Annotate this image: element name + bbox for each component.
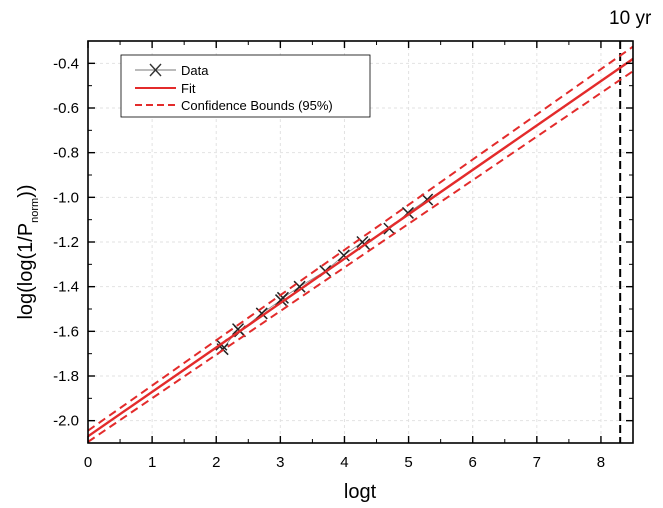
y-tick-label: -1.0 [53,189,79,206]
fit-line [87,57,634,438]
data-point [293,280,306,293]
x-tick-label: 3 [276,454,284,471]
y-axis-label-main: log(log(1/P [15,223,37,320]
chart-series [87,41,634,443]
axis-ticks: 0 1 2 3 4 5 6 7 8 -2.0 -1.8 -1.6 -1.4 -1.2 -1.0 -0.8 -0.… [53,40,633,471]
legend-item-fit: Fit [135,81,196,96]
x-tick-label: 2 [212,454,220,471]
y-tick-label: -2.0 [53,413,79,430]
annotation-10yr: 10 yr [609,8,652,29]
y-tick-label: -0.8 [53,145,79,162]
confidence-bound-upper [87,45,634,432]
legend-box [120,54,371,118]
data-point [337,249,350,262]
legend: Data Fit Confidence Bounds (95%) [120,54,371,118]
legend-item-confidence: Confidence Bounds (95%) [135,98,333,113]
data-point [276,291,289,304]
confidence-bound-lower [87,70,634,443]
x-tick-label: 7 [533,454,541,471]
legend-item-data: Data [135,63,209,78]
legend-label-fit: Fit [181,81,196,96]
y-tick-label: -0.6 [53,100,79,117]
x-tick-label: 5 [404,454,412,471]
x-tick-label: 4 [340,454,348,471]
x-axis-label: logt [344,481,377,503]
x-tick-label: 1 [148,454,156,471]
x-tick-label: 6 [469,454,477,471]
y-tick-label: -0.4 [53,55,79,72]
y-tick-label: -1.2 [53,234,79,251]
legend-label-confidence: Confidence Bounds (95%) [181,98,333,113]
y-axis-label-sub: norm [29,198,41,223]
legend-label-data: Data [181,63,209,78]
y-tick-label: -1.6 [53,323,79,340]
x-tick-label: 8 [597,454,605,471]
y-axis-label: log(log(1/Pnorm)) [15,184,41,319]
x-tick-label: 0 [84,454,92,471]
y-tick-label: -1.4 [53,279,79,296]
y-tick-label: -1.8 [53,368,79,385]
y-axis-label-end: )) [15,184,37,197]
